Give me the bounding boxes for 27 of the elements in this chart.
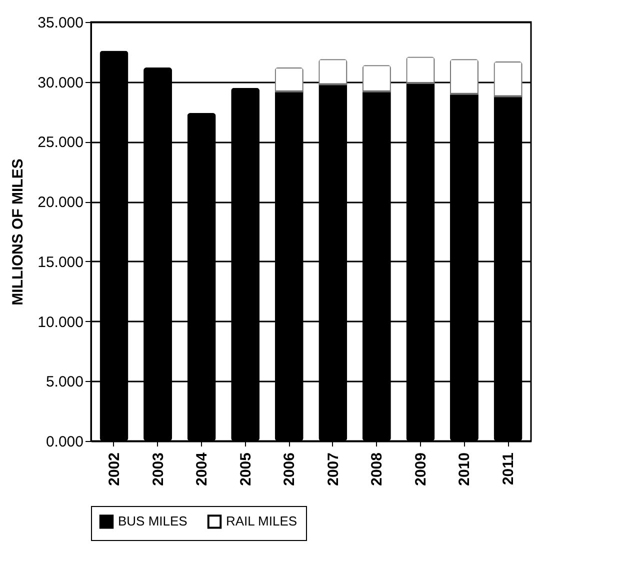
x-tick-label: 2011	[500, 452, 518, 486]
x-tick-label: 2007	[324, 452, 342, 486]
y-tick-label: 10.000	[38, 314, 84, 331]
x-tick-label: 2009	[412, 452, 430, 486]
y-axis-title: MILLIONS OF MILES	[10, 158, 27, 306]
y-tick-label: 25.000	[38, 134, 84, 152]
bar	[274, 67, 304, 92]
x-tick-label: 2006	[281, 452, 298, 486]
y-tick-label: 0.000	[46, 434, 84, 450]
bar	[450, 59, 478, 95]
x-tick-label: 2002	[106, 452, 123, 486]
y-tick-label: 20.000	[38, 194, 84, 212]
bar	[362, 65, 391, 92]
bar	[318, 59, 348, 86]
x-tick-label: 2008	[368, 452, 386, 486]
x-tick-label: 2004	[194, 452, 211, 486]
y-tick-label: 5.000	[46, 374, 84, 391]
x-tick-label: 2010	[456, 452, 474, 486]
bar	[406, 56, 435, 84]
y-tick-label: 15.000	[38, 254, 84, 271]
x-tick-label: 2003	[150, 452, 167, 486]
y-tick-label: 30.000	[38, 74, 84, 92]
x-tick-label: 2005	[237, 452, 254, 486]
legend-label: RAIL MILES	[226, 514, 298, 529]
y-tick-label: 35.000	[38, 14, 84, 32]
bar	[494, 62, 522, 98]
legend-label: BUS MILES	[118, 514, 188, 529]
